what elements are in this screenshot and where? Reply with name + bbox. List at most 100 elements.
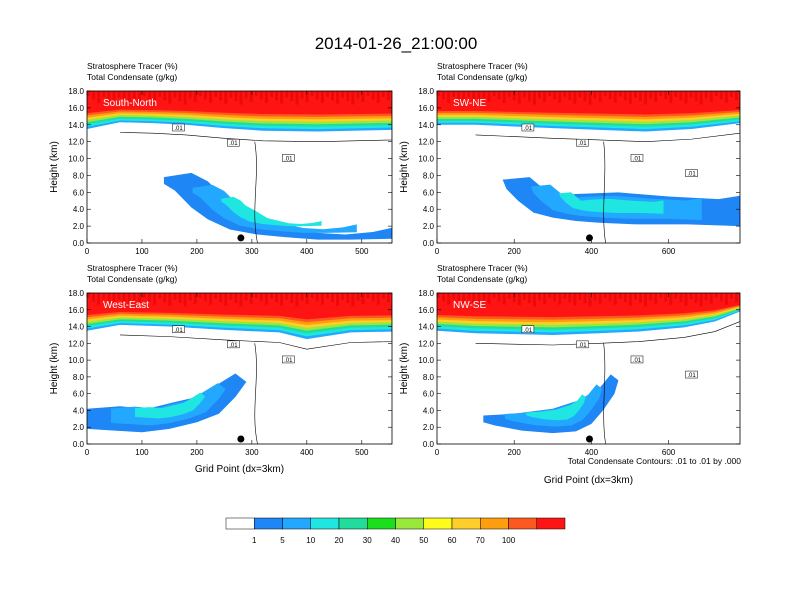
contour-label: .01	[174, 328, 183, 334]
tracer-plume-layer	[526, 394, 586, 421]
tracer-streak	[684, 91, 688, 104]
tracer-plume-layer	[192, 184, 357, 233]
tracer-streak	[618, 91, 622, 97]
tracer-streak	[558, 91, 562, 103]
contour-label: .01	[687, 373, 696, 379]
contour-label-box	[576, 138, 589, 147]
tracer-streak	[249, 293, 253, 304]
tracer-streak	[639, 91, 643, 102]
x-tick-label: 400	[585, 448, 599, 457]
tracer-streak	[644, 91, 648, 105]
colorbar-label: 40	[391, 536, 400, 545]
tracer-streak	[522, 293, 526, 300]
x-tick-label: 0	[85, 247, 90, 256]
tracer-streak	[275, 91, 279, 101]
tracer-streak	[719, 293, 723, 302]
panel-label: NW-SE	[453, 300, 486, 311]
tracer-streak	[137, 293, 141, 304]
tracer-streak	[467, 91, 471, 98]
tracer-streak	[512, 293, 516, 303]
tracer-streak	[122, 91, 126, 102]
tracer-plume-layer	[135, 392, 206, 419]
tracer-streak	[608, 293, 612, 302]
tracer-streak	[381, 91, 385, 97]
tracer-streak	[92, 293, 96, 302]
tracer-streak	[102, 293, 106, 299]
tracer-streak	[623, 293, 627, 303]
contour-label: .01	[578, 343, 587, 349]
colorbar-cell	[536, 517, 566, 530]
tracer-streak	[502, 91, 506, 103]
x-tick-label: 200	[190, 448, 204, 457]
tracer-streak	[734, 293, 738, 303]
tracer-streak	[527, 91, 531, 102]
tracer-streak	[97, 293, 101, 305]
tracer-streak	[593, 91, 597, 99]
y-tick-label: 0.0	[423, 239, 435, 248]
y-tick-label: 8.0	[73, 373, 85, 382]
tracer-streak	[163, 293, 167, 303]
contour-label: .01	[524, 328, 533, 334]
y-tick-label: 18.0	[68, 289, 84, 298]
tracer-streak	[142, 91, 146, 97]
contour-label: .01	[229, 141, 238, 147]
tracer-streak	[148, 293, 152, 302]
tracer-streak	[598, 293, 602, 304]
tracer-streak	[714, 293, 718, 299]
tracer-streak	[270, 91, 274, 97]
tracer-streak	[563, 293, 567, 299]
tracer-streak	[684, 293, 688, 306]
y-tick-label: 8.0	[423, 373, 435, 382]
tracer-streak	[477, 91, 481, 105]
y-tick-label: 8.0	[73, 171, 85, 180]
colorbar-label: 100	[502, 536, 516, 545]
tracer-streak	[467, 293, 471, 300]
tracer-streak	[376, 293, 380, 305]
tracer-streak	[325, 91, 329, 97]
tracer-streak	[623, 91, 627, 101]
tracer-streak	[729, 293, 733, 299]
tracer-streak	[694, 91, 698, 102]
tracer-streak	[346, 293, 350, 304]
tracer-streak	[356, 91, 360, 99]
plot-frame	[436, 90, 741, 244]
tracer-streak	[127, 91, 131, 105]
tracer-streak	[92, 91, 96, 100]
tracer-streak	[173, 91, 177, 98]
tracer-streak	[482, 91, 486, 99]
contour-label: .01	[687, 172, 696, 178]
y-tick-label: 10.0	[418, 356, 434, 365]
y-tick-label: 0.0	[423, 440, 435, 449]
tracer-streak	[527, 293, 531, 304]
tracer-streak	[254, 293, 258, 299]
tracer-streak	[163, 91, 167, 101]
colorbar-cell	[310, 517, 340, 530]
tracer-streak	[209, 293, 213, 305]
tracer-streak	[107, 91, 111, 101]
tracer-streak	[198, 293, 202, 299]
tracer-streak	[517, 293, 521, 306]
tracer-streak	[341, 91, 345, 98]
tracer-streak	[300, 91, 304, 99]
tracer-streak	[178, 293, 182, 304]
tracer-streak	[112, 91, 116, 104]
tracer-streak	[654, 293, 658, 304]
y-tick-label: 12.0	[68, 138, 84, 147]
panel-label: West-East	[103, 300, 149, 311]
contour-label-box	[521, 325, 535, 333]
tracer-streak	[674, 293, 678, 299]
panel-subtitle: Total Condensate (g/kg)	[87, 72, 177, 82]
tracer-streak	[538, 91, 542, 99]
tracer-streak	[543, 91, 547, 102]
colorbar-cell	[338, 517, 368, 530]
y-axis-label: Height (km)	[399, 343, 410, 395]
x-tick-label: 300	[245, 448, 259, 457]
tracer-streak	[341, 293, 345, 300]
tracer-streak	[290, 293, 294, 304]
tracer-streak	[613, 293, 617, 305]
tracer-streak	[588, 293, 592, 307]
x-tick-label: 500	[355, 247, 369, 256]
tracer-streak	[275, 293, 279, 303]
tracer-streak	[351, 293, 355, 307]
